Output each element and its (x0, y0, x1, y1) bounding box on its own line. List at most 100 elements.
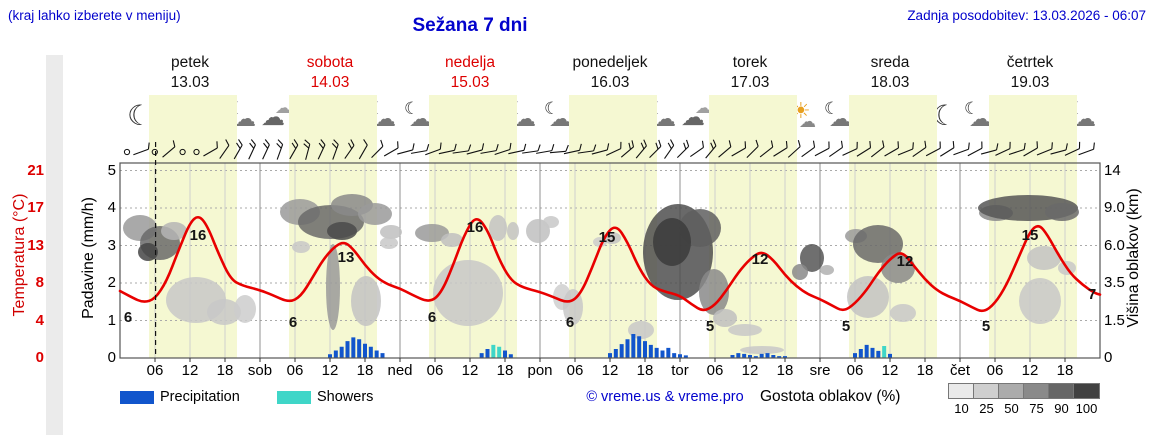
wind-barb-line (305, 144, 311, 160)
day-date: 16.03 (590, 74, 630, 91)
x-axis-hour-label: 12 (601, 362, 619, 379)
wind-barb-icon (746, 139, 759, 159)
temperature-axis-tick: 17 (27, 199, 44, 216)
wind-barb-line (162, 146, 176, 158)
precip-bar (631, 334, 636, 358)
wind-barb-line (658, 139, 662, 147)
precip-bar (678, 354, 682, 358)
precipitation-legend-label: Precipitation (160, 389, 240, 405)
wind-barb-line (480, 150, 497, 154)
wind-barb-line (262, 144, 270, 160)
x-axis-hour-label: 06 (426, 362, 444, 379)
cloud-density-swatch (948, 383, 975, 399)
wind-barb-line (912, 146, 927, 158)
wind-barb-line (1093, 142, 1095, 150)
wind-barb-line (537, 144, 541, 152)
cloud-blob (351, 276, 381, 326)
wind-barb-icon (466, 143, 485, 155)
precip-axis-tick: 3 (107, 236, 116, 254)
wind-barb-line (397, 149, 413, 155)
x-axis-hour-label: 18 (216, 362, 234, 379)
wind-barb-icon (536, 144, 555, 154)
wind-barb-icon (980, 143, 999, 155)
cloud-density-level: 50 (1004, 401, 1019, 416)
wind-barb-line (770, 140, 774, 148)
wind-barb-icon (649, 139, 662, 159)
temperature-axis-tick: 0 (35, 349, 44, 366)
cloud-blob (543, 216, 559, 228)
wind-barb-icon (219, 139, 230, 159)
cloud-blob (728, 324, 762, 336)
copyright-link[interactable]: © vreme.us & vreme.pro (586, 389, 744, 405)
precip-bar (771, 355, 776, 358)
wind-barb-line (225, 139, 230, 146)
wind-barb-icon (508, 143, 527, 155)
menu-hint: (kraj lahko izberete v meniju) (8, 8, 181, 23)
day-name: ponedeljek (572, 54, 648, 71)
temp-value-label: 7 (1087, 286, 1097, 303)
wind-barb-line (277, 139, 284, 145)
cloud-blob (161, 222, 187, 240)
x-axis-hour-label: 18 (636, 362, 654, 379)
cloud-axis-tick: 3.5 (1104, 274, 1125, 291)
cloud-density-swatch (973, 383, 1000, 399)
wind-barb-icon (410, 144, 430, 154)
wind-barb-icon (383, 141, 399, 157)
wind-barb-line (667, 142, 672, 149)
x-axis-hour-label: 06 (146, 362, 164, 379)
temp-value-label: 16 (466, 219, 484, 236)
wind-barb-line (870, 146, 885, 158)
wind-barb-line (412, 143, 415, 151)
cloud-blob (713, 309, 737, 327)
wind-barb-icon (967, 141, 983, 157)
wind-barb-line (1023, 147, 1038, 157)
wind-barb-icon (1050, 143, 1068, 155)
cloud-blob (415, 224, 449, 242)
wind-barb-line (426, 144, 430, 151)
wind-barb-icon (563, 143, 582, 155)
cloud-glyph: ☁ (969, 106, 991, 131)
wind-barb-line (293, 139, 299, 146)
wind-barb-line (828, 141, 830, 149)
wind-barb-line (333, 139, 339, 145)
wind-barb-line (995, 148, 1011, 156)
wind-barb-line (276, 142, 282, 149)
wind-barb-line (1064, 148, 1080, 156)
wind-barb-line (591, 149, 608, 155)
cloud-axis-tick: 0 (1104, 349, 1113, 366)
cloud-glyph: ☁ (234, 106, 256, 131)
x-axis-day-label: sre (809, 362, 831, 379)
precip-bar (619, 344, 624, 358)
wind-barb-line (967, 142, 970, 150)
cloud-blob (1045, 203, 1079, 221)
wind-barb-line (640, 142, 645, 150)
wind-barb-line (620, 146, 634, 158)
wind-barb-icon (690, 140, 704, 158)
temp-value-label: 5 (841, 318, 851, 335)
temp-value-label: 15 (1021, 227, 1039, 244)
cloud-blob (234, 295, 256, 323)
cloud-blob (433, 260, 503, 326)
wind-barb-line (676, 145, 690, 159)
wind-barb-line (981, 141, 983, 149)
wind-barb-icon (577, 144, 597, 154)
wind-barb-line (1023, 142, 1026, 150)
wind-barb-icon (829, 140, 843, 158)
wind-barb-line (787, 146, 801, 158)
wind-barb-icon (371, 139, 384, 159)
wind-barb-line (332, 144, 339, 160)
day-header-sobota: sobota 14.03 (260, 53, 400, 93)
temp-value-label: 5 (981, 318, 991, 335)
wind-barb-line (551, 144, 555, 151)
wind-barb-line (882, 140, 885, 148)
wind-barb-icon (870, 140, 885, 158)
wind-barb-line (690, 146, 704, 158)
showers-legend-label: Showers (317, 389, 374, 405)
temperature-axis-tick: 13 (27, 236, 44, 254)
wind-barb-line (686, 139, 690, 147)
wind-barb-line (1051, 142, 1053, 150)
day-date: 17.03 (730, 74, 770, 91)
precip-bar (339, 346, 344, 358)
cloud-glyph: ☁ (799, 112, 816, 131)
cloud-glyph: ☁ (695, 100, 711, 117)
